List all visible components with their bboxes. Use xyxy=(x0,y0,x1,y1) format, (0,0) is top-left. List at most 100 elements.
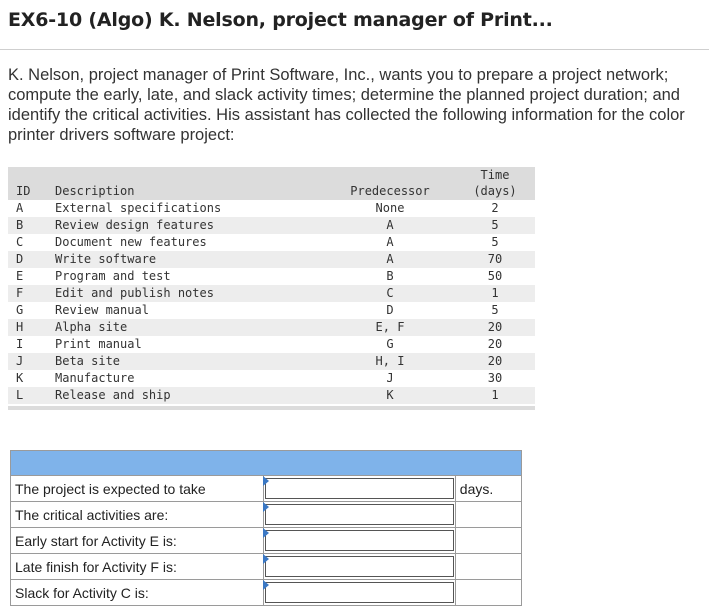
table-row: L Release and ship K 1 xyxy=(8,387,535,404)
table-row: B Review design features A 5 xyxy=(8,217,535,234)
answer-label: Early start for Activity E is: xyxy=(9,527,265,554)
answer-label: Late finish for Activity F is: xyxy=(9,553,265,580)
activity-time: 5 xyxy=(491,218,499,232)
activity-time: 20 xyxy=(487,354,503,368)
answer-marker-icon xyxy=(263,528,270,538)
header-time-unit: (days) xyxy=(473,184,517,198)
table-row: J Beta site H, I 20 xyxy=(8,353,535,370)
activity-description: Alpha site xyxy=(55,320,128,334)
answer-unit xyxy=(454,579,523,606)
activity-predecessor: A xyxy=(386,218,394,232)
answer-table-header xyxy=(10,450,522,476)
answer-row: The project is expected to take days. xyxy=(9,475,523,502)
table-row: G Review manual D 5 xyxy=(8,302,535,319)
activity-time: 1 xyxy=(491,286,499,300)
activity-time: 1 xyxy=(491,388,499,402)
table-row: K Manufacture J 30 xyxy=(8,370,535,387)
activity-id: C xyxy=(16,235,24,249)
activity-table-footer-bar xyxy=(8,406,535,410)
answer-marker-icon xyxy=(263,580,270,590)
answer-input-cell xyxy=(263,579,456,606)
activity-table: ID Description Predecessor Time (days) A… xyxy=(8,167,535,410)
activity-id: J xyxy=(16,354,24,368)
activity-id: I xyxy=(16,337,24,351)
activity-id: F xyxy=(16,286,24,300)
activity-description: Release and ship xyxy=(55,388,171,402)
table-row: H Alpha site E, F 20 xyxy=(8,319,535,336)
activity-description: External specifications xyxy=(55,201,222,215)
header-id: ID xyxy=(16,184,31,198)
activity-time: 30 xyxy=(487,371,503,385)
answer-row: Late finish for Activity F is: xyxy=(9,553,523,580)
activity-predecessor: K xyxy=(386,388,394,402)
activity-id: G xyxy=(16,303,24,317)
answer-input[interactable] xyxy=(265,504,454,525)
activity-time: 70 xyxy=(487,252,503,266)
activity-time: 2 xyxy=(491,201,499,215)
answer-input-cell xyxy=(263,553,456,580)
header-description: Description xyxy=(55,184,135,198)
activity-time: 20 xyxy=(487,320,503,334)
table-row: E Program and test B 50 xyxy=(8,268,535,285)
activity-predecessor: H, I xyxy=(375,354,405,368)
answer-table: The project is expected to take days. The … xyxy=(9,450,523,606)
table-row: F Edit and publish notes C 1 xyxy=(8,285,535,302)
activity-description: Write software xyxy=(55,252,157,266)
activity-id: A xyxy=(16,201,24,215)
activity-id: L xyxy=(16,388,24,402)
answer-row: Slack for Activity C is: xyxy=(9,579,523,606)
answer-input[interactable] xyxy=(265,582,454,603)
table-row: I Print manual G 20 xyxy=(8,336,535,353)
answer-label: The project is expected to take xyxy=(9,475,265,502)
answer-input-cell xyxy=(263,475,456,502)
activity-time: 5 xyxy=(491,235,499,249)
activity-description: Edit and publish notes xyxy=(55,286,214,300)
activity-predecessor: C xyxy=(386,286,394,300)
header-predecessor: Predecessor xyxy=(350,184,430,198)
activity-description: Review manual xyxy=(55,303,149,317)
activity-time: 5 xyxy=(491,303,499,317)
activity-predecessor: E, F xyxy=(375,320,405,334)
activity-predecessor: None xyxy=(375,201,405,215)
page-title: EX6-10 (Algo) K. Nelson, project manager… xyxy=(8,9,553,31)
activity-id: D xyxy=(16,252,24,266)
answer-marker-icon xyxy=(263,554,270,564)
activity-predecessor: A xyxy=(386,252,394,266)
activity-predecessor: J xyxy=(386,371,394,385)
answer-input[interactable] xyxy=(265,556,454,577)
answer-unit xyxy=(454,527,523,554)
table-row: A External specifications None 2 xyxy=(8,200,535,217)
activity-id: K xyxy=(16,371,24,385)
activity-table-header: ID Description Predecessor Time (days) xyxy=(8,167,535,200)
answer-unit: days. xyxy=(454,475,523,502)
activity-description: Review design features xyxy=(55,218,214,232)
table-row: D Write software A 70 xyxy=(8,251,535,268)
activity-predecessor: D xyxy=(386,303,394,317)
answer-unit xyxy=(454,501,523,528)
answer-input-cell xyxy=(263,501,456,528)
answer-input[interactable] xyxy=(265,478,454,499)
activity-id: B xyxy=(16,218,24,232)
answer-unit xyxy=(454,553,523,580)
answer-input-cell xyxy=(263,527,456,554)
activity-id: E xyxy=(16,269,24,283)
activity-description: Manufacture xyxy=(55,371,135,385)
activity-description: Beta site xyxy=(55,354,121,368)
header-time: Time xyxy=(480,168,510,182)
activity-id: H xyxy=(16,320,24,334)
activity-description: Document new features xyxy=(55,235,207,249)
activity-description: Print manual xyxy=(55,337,142,351)
problem-statement: K. Nelson, project manager of Print Soft… xyxy=(8,66,685,144)
answer-marker-icon xyxy=(263,476,270,486)
answer-row: Early start for Activity E is: xyxy=(9,527,523,554)
activity-predecessor: G xyxy=(386,337,394,351)
activity-predecessor: A xyxy=(386,235,394,249)
answer-input[interactable] xyxy=(265,530,454,551)
activity-time: 20 xyxy=(487,337,503,351)
title-divider xyxy=(0,49,709,50)
activity-time: 50 xyxy=(487,269,503,283)
answer-marker-icon xyxy=(263,502,270,512)
answer-label: Slack for Activity C is: xyxy=(9,579,265,606)
answer-header-cell xyxy=(10,450,522,476)
activity-predecessor: B xyxy=(386,269,394,283)
